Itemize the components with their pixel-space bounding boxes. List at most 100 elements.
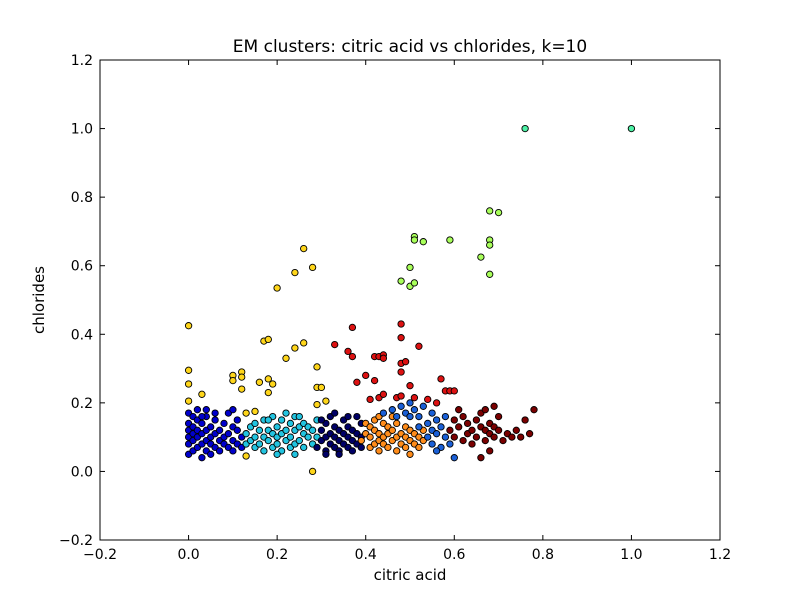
cluster-2-point-30 bbox=[317, 416, 326, 424]
cluster-0-point-50 bbox=[211, 409, 219, 417]
cluster-8-point-8 bbox=[477, 253, 485, 261]
cluster-9-point-1 bbox=[627, 124, 636, 133]
cluster-0-point-38 bbox=[224, 430, 233, 438]
cluster-7-point-28 bbox=[362, 371, 370, 380]
cluster-4-point-13 bbox=[432, 416, 441, 424]
y-tick-label-7: 1.2 bbox=[71, 53, 93, 69]
data-points bbox=[184, 124, 636, 476]
cluster-5-point-9 bbox=[468, 426, 476, 434]
cluster-7-point-13 bbox=[397, 320, 405, 328]
cluster-4-point-24 bbox=[406, 412, 414, 421]
cluster-7-point-8 bbox=[379, 354, 388, 362]
cluster-0-point-46 bbox=[233, 416, 241, 424]
x-tick-label-0: −0.2 bbox=[83, 547, 117, 563]
chart-title: EM clusters: citric acid vs chlorides, k… bbox=[233, 37, 587, 57]
cluster-1-point-19 bbox=[273, 423, 281, 431]
cluster-0-point-51 bbox=[198, 412, 206, 421]
cluster-5-point-31 bbox=[525, 430, 534, 438]
cluster-6-point-1 bbox=[184, 366, 193, 374]
plot-area bbox=[99, 59, 721, 541]
cluster-2-point-31 bbox=[331, 409, 339, 417]
cluster-6-point-8 bbox=[238, 373, 246, 381]
cluster-1-point-6 bbox=[251, 419, 259, 428]
cluster-3-point-0 bbox=[357, 436, 365, 445]
cluster-4-point-2 bbox=[393, 412, 401, 421]
cluster-7-point-17 bbox=[397, 368, 405, 376]
cluster-2-point-33 bbox=[335, 450, 343, 458]
cluster-2-point-34 bbox=[322, 450, 330, 458]
cluster-6-point-17 bbox=[282, 354, 290, 362]
cluster-4-point-10 bbox=[424, 433, 432, 441]
y-tick-label-3: 0.4 bbox=[71, 327, 93, 343]
cluster-6-point-14 bbox=[264, 388, 272, 397]
cluster-7-point-0 bbox=[331, 340, 339, 349]
cluster-7-point-4 bbox=[353, 378, 361, 386]
cluster-2-point-32 bbox=[344, 412, 352, 421]
x-tick-label-6: 1.0 bbox=[620, 547, 642, 563]
cluster-3-point-4 bbox=[366, 433, 374, 441]
cluster-7-point-18 bbox=[397, 392, 405, 400]
cluster-8-point-7 bbox=[446, 236, 454, 244]
cluster-6-point-30 bbox=[251, 407, 259, 416]
cluster-5-point-27 bbox=[508, 433, 516, 441]
cluster-3-point-20 bbox=[393, 447, 401, 455]
cluster-1-point-17 bbox=[273, 440, 281, 448]
cluster-3-point-19 bbox=[388, 426, 396, 434]
cluster-5-point-24 bbox=[494, 426, 503, 434]
cluster-7-point-27 bbox=[424, 395, 432, 404]
cluster-7-point-21 bbox=[415, 342, 423, 350]
cluster-4-point-18 bbox=[441, 412, 450, 421]
cluster-1-point-46 bbox=[291, 450, 299, 458]
cluster-2-point-21 bbox=[348, 447, 357, 455]
cluster-7-point-16 bbox=[401, 358, 410, 366]
cluster-4-point-12 bbox=[428, 440, 436, 448]
cluster-5-point-3 bbox=[455, 423, 463, 431]
y-tick-label-1: 0.0 bbox=[71, 464, 93, 480]
x-axis-ticks: −0.2 0.0 0.2 0.4 0.6 0.8 1.0 1.2 bbox=[83, 60, 731, 563]
cluster-4-point-7 bbox=[415, 412, 423, 421]
cluster-1-point-12 bbox=[264, 436, 272, 445]
cluster-8-point-5 bbox=[410, 236, 419, 244]
cluster-6-point-12 bbox=[264, 335, 272, 344]
cluster-7-point-3 bbox=[348, 352, 357, 361]
cluster-1-point-45 bbox=[273, 450, 281, 458]
cluster-4-point-3 bbox=[397, 402, 405, 410]
cluster-4-point-8 bbox=[419, 402, 427, 410]
x-tick-label-1: 0.0 bbox=[177, 547, 199, 563]
y-tick-label-2: 0.2 bbox=[71, 396, 93, 412]
cluster-6-point-4 bbox=[198, 390, 206, 398]
cluster-0-point-30 bbox=[211, 416, 219, 424]
cluster-4-point-6 bbox=[410, 406, 419, 414]
y-axis-ticks: −0.2 0.0 0.2 0.4 0.6 0.8 1.0 1.2 bbox=[59, 53, 720, 549]
cluster-7-point-26 bbox=[432, 399, 441, 407]
cluster-7-point-9 bbox=[370, 376, 379, 385]
cluster-5-point-2 bbox=[450, 416, 458, 424]
cluster-8-point-0 bbox=[397, 277, 405, 285]
cluster-4-point-9 bbox=[424, 419, 432, 428]
y-axis-label: chlorides bbox=[30, 266, 48, 334]
cluster-6-point-16 bbox=[273, 284, 281, 292]
cluster-6-point-10 bbox=[255, 378, 264, 386]
cluster-7-point-11 bbox=[379, 390, 388, 398]
cluster-0-point-24 bbox=[207, 450, 215, 458]
cluster-3-point-22 bbox=[393, 419, 401, 428]
y-tick-label-5: 0.8 bbox=[71, 190, 93, 206]
cluster-4-point-14 bbox=[432, 430, 441, 438]
cluster-0-point-36 bbox=[220, 419, 228, 428]
cluster-2-point-0 bbox=[313, 443, 321, 452]
cluster-3-point-25 bbox=[401, 443, 410, 452]
cluster-0-point-31 bbox=[215, 447, 224, 455]
cluster-1-point-5 bbox=[251, 433, 259, 441]
cluster-1-point-26 bbox=[286, 433, 295, 441]
cluster-8-point-2 bbox=[410, 279, 419, 287]
cluster-0-point-19 bbox=[198, 419, 206, 428]
cluster-4-point-19 bbox=[446, 440, 454, 448]
cluster-0-point-45 bbox=[233, 426, 241, 434]
cluster-8-point-10 bbox=[486, 241, 494, 249]
x-tick-label-7: 1.2 bbox=[709, 547, 731, 563]
y-tick-label-4: 0.6 bbox=[71, 259, 93, 275]
x-tick-label-2: 0.2 bbox=[266, 547, 288, 563]
cluster-1-point-42 bbox=[282, 409, 290, 417]
cluster-9-point-0 bbox=[521, 124, 529, 133]
cluster-8-point-13 bbox=[494, 208, 503, 217]
